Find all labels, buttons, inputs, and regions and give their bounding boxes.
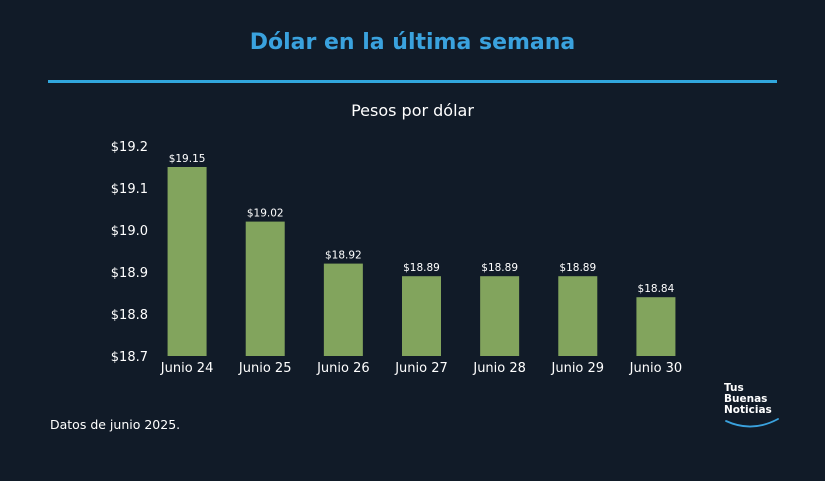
logo-arc-icon (725, 418, 779, 428)
bar-value-label: $18.89 (481, 262, 518, 274)
bar[interactable] (167, 167, 207, 356)
chart-subtitle: Pesos por dólar (351, 101, 474, 120)
x-tick-label: Junio 30 (629, 361, 683, 376)
x-tick-label: Junio 28 (472, 361, 526, 376)
y-tick-label: $18.7 (111, 350, 148, 365)
y-tick-label: $18.9 (111, 266, 148, 281)
bar-value-label: $18.84 (638, 283, 675, 295)
bar-value-label: $18.89 (403, 262, 440, 274)
x-tick-label: Junio 29 (551, 361, 605, 376)
logo-line-2: Buenas (724, 393, 768, 405)
bar-value-label: $18.89 (559, 262, 596, 274)
bar-value-label: $18.92 (325, 250, 362, 262)
bar[interactable] (480, 276, 520, 356)
y-tick-label: $19.0 (111, 224, 148, 239)
x-tick-label: Junio 24 (160, 361, 214, 376)
bar-value-label: $19.02 (247, 208, 284, 220)
x-tick-label: Junio 27 (394, 361, 448, 376)
logo-line-3: Noticias (724, 404, 772, 416)
chart-title: Dólar en la última semana (249, 30, 576, 55)
y-tick-label: $18.8 (111, 308, 148, 323)
y-tick-label: $19.2 (111, 140, 148, 155)
bar[interactable] (323, 263, 363, 356)
bar[interactable] (636, 297, 676, 356)
tus-buenas-noticias-logo[interactable]: Tus Buenas Noticias (724, 383, 784, 433)
title-divider (48, 80, 777, 83)
logo-line-1: Tus (724, 382, 744, 394)
bar-value-label: $19.15 (169, 153, 206, 165)
bar[interactable] (558, 276, 598, 356)
bar[interactable] (402, 276, 441, 356)
bar[interactable] (245, 221, 285, 356)
x-tick-label: Junio 26 (316, 361, 370, 376)
y-tick-label: $19.1 (111, 182, 148, 197)
x-tick-label: Junio 25 (238, 361, 292, 376)
footnote: Datos de junio 2025. (50, 417, 181, 432)
